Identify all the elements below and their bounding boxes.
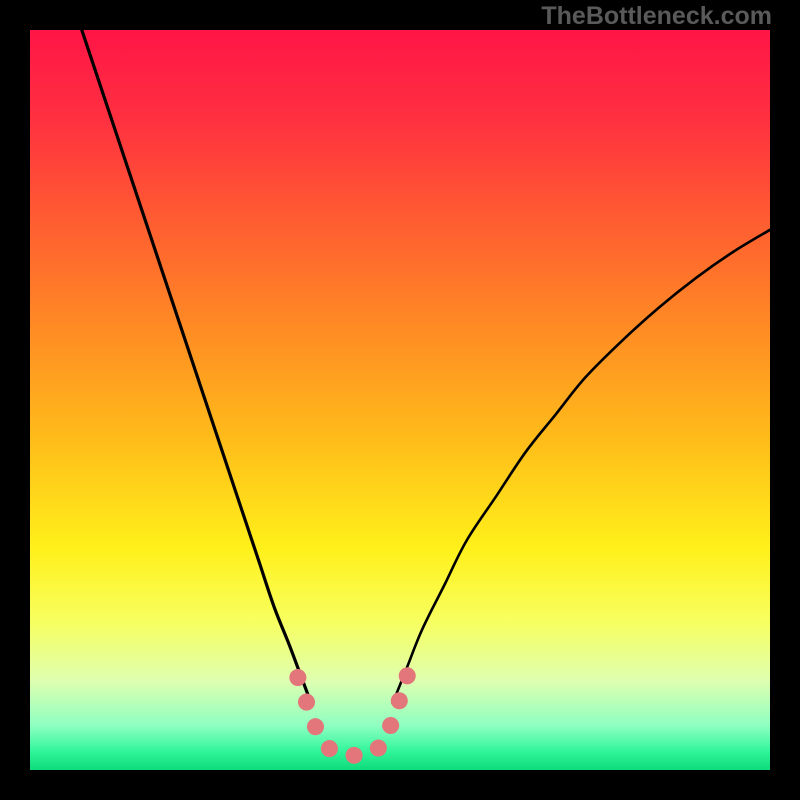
curve-svg [30, 30, 770, 770]
chart-container: TheBottleneck.com [0, 0, 800, 800]
curve-right [393, 230, 770, 704]
curve-left [82, 30, 311, 703]
watermark-text: TheBottleneck.com [541, 2, 772, 31]
trough-dot-overlay [298, 675, 408, 755]
plot-area [30, 30, 770, 770]
